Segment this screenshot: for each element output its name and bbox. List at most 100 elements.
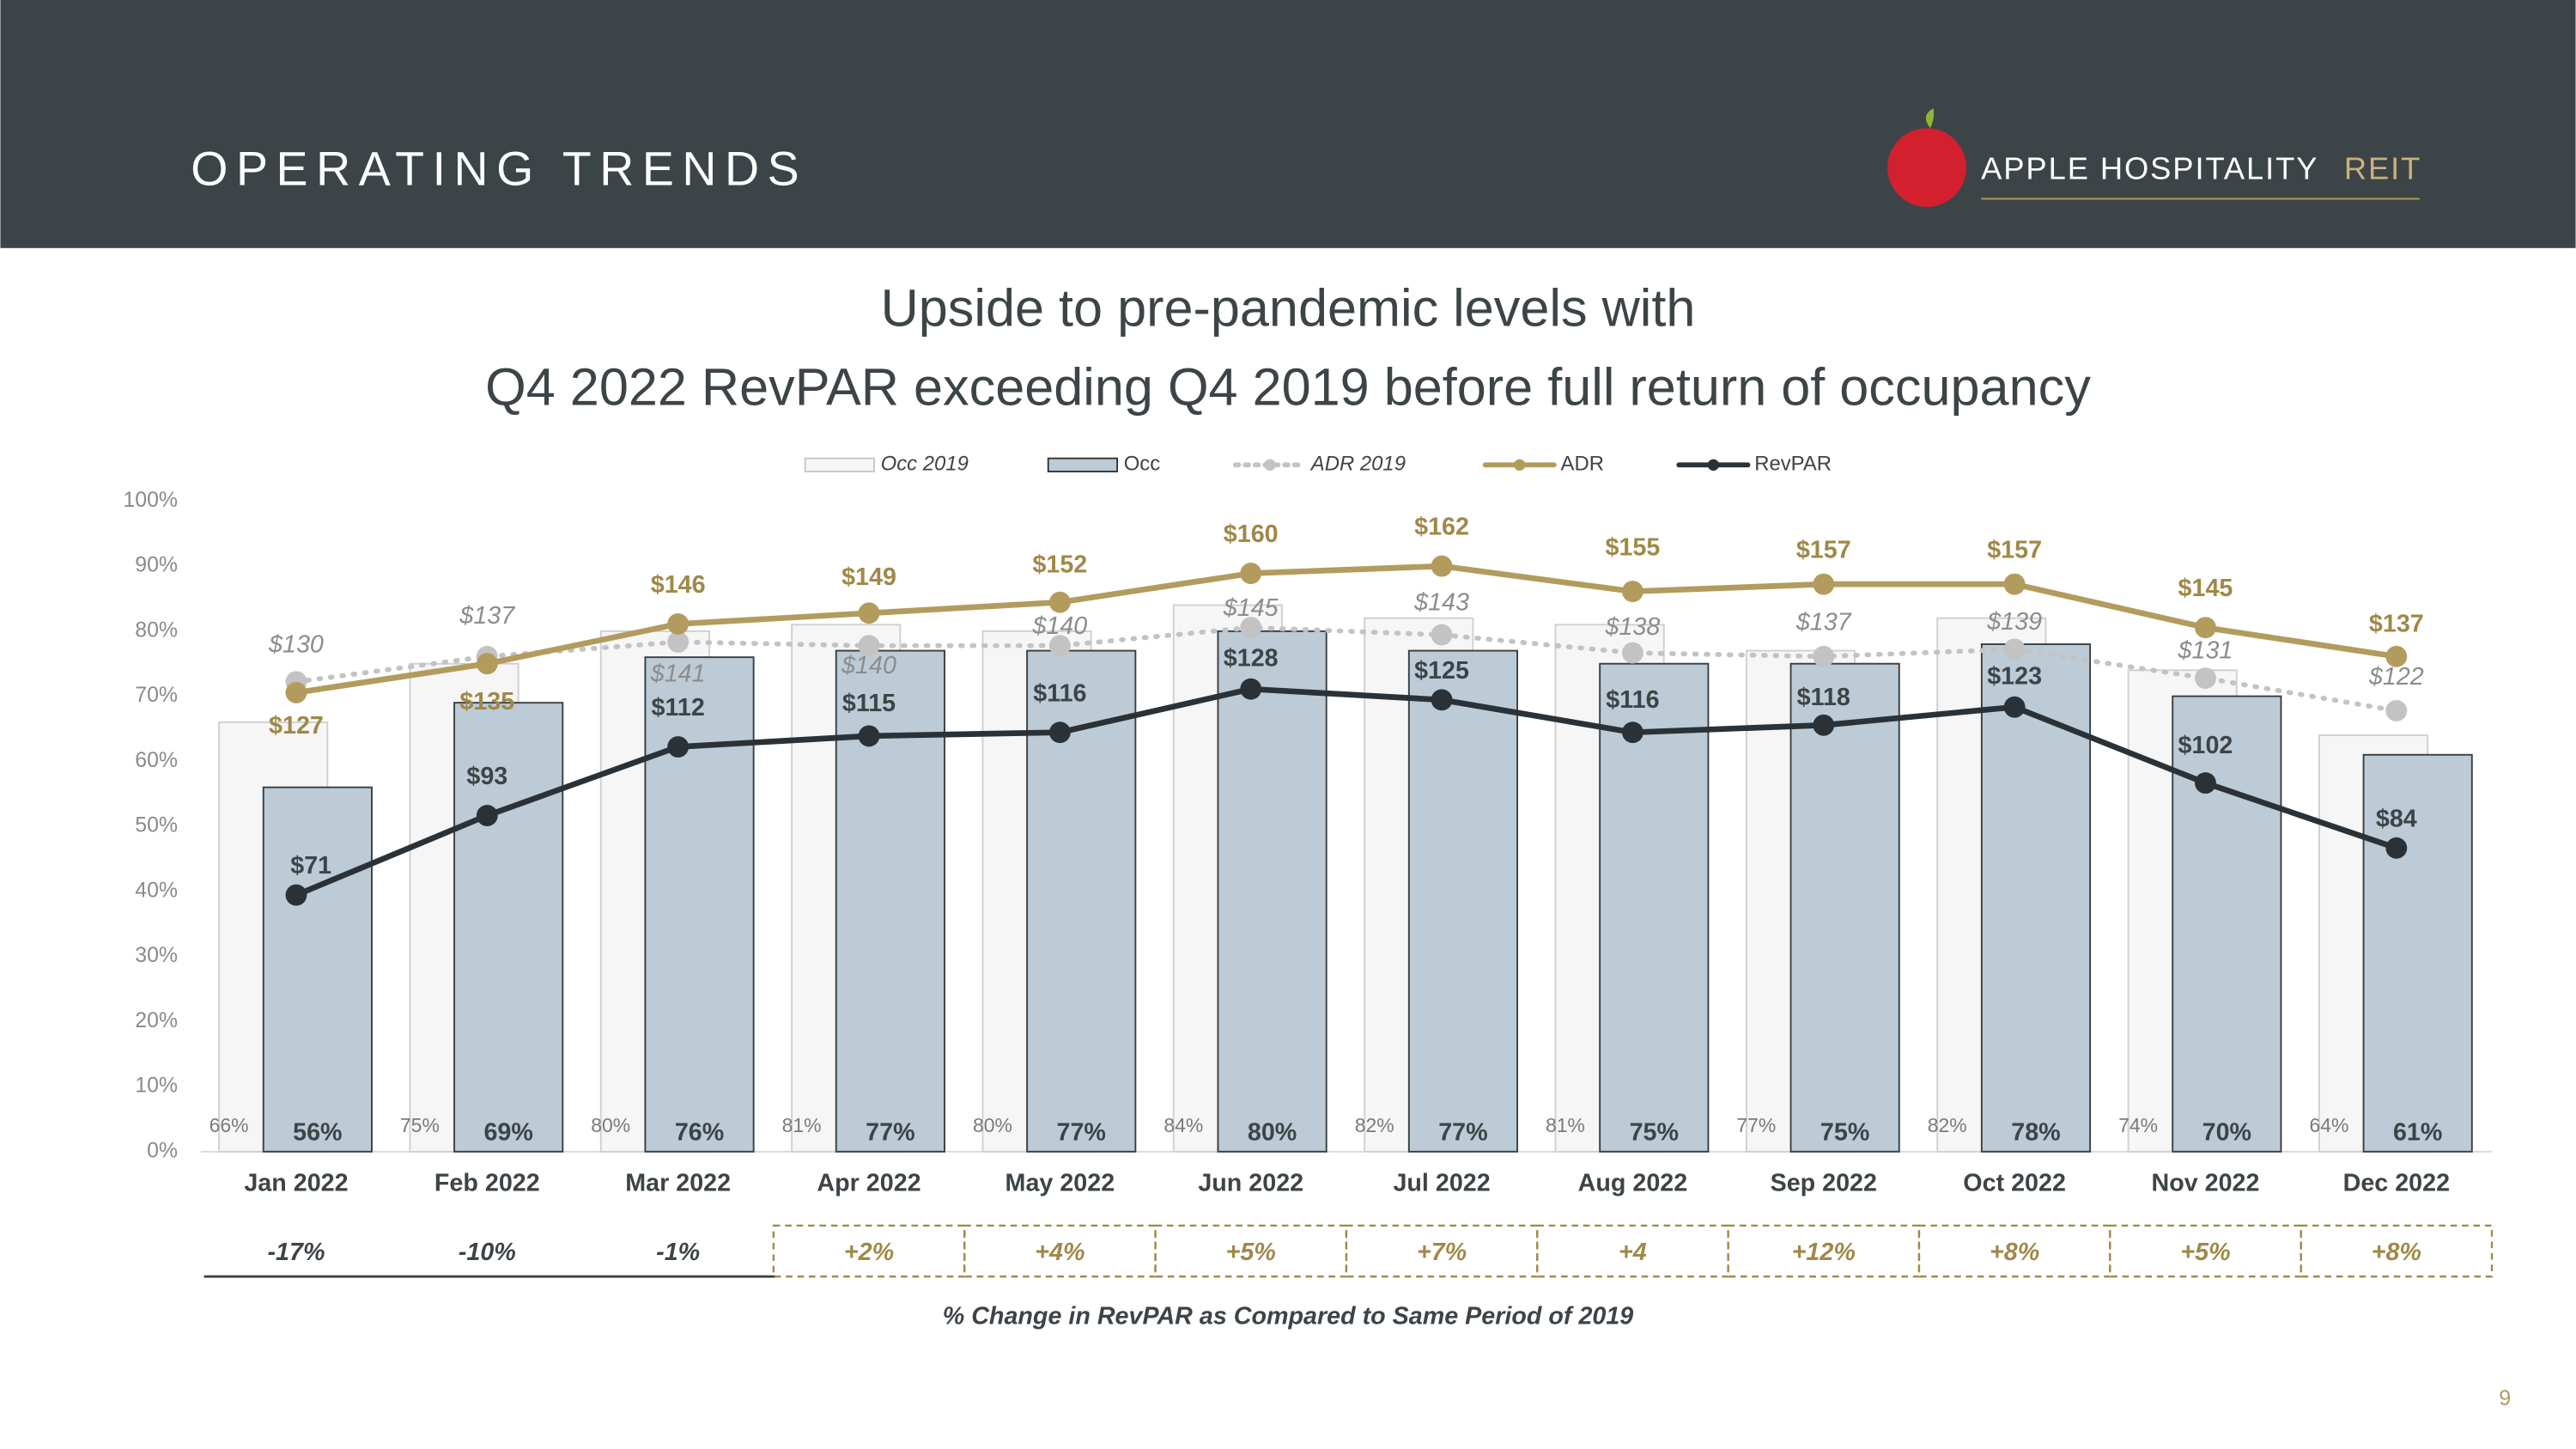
change-box <box>963 1224 1157 1278</box>
series-marker <box>1048 721 1071 744</box>
y-tick-label: 10% <box>135 1074 178 1098</box>
bar-label: 70% <box>2202 1118 2251 1146</box>
page-number: 9 <box>2499 1386 2511 1410</box>
bar-label: 81% <box>1546 1114 1585 1136</box>
bar-label: 81% <box>782 1114 822 1136</box>
change-label: +5% <box>1226 1239 1276 1266</box>
legend-label: ADR <box>1561 453 1604 476</box>
bar <box>262 786 373 1153</box>
change-box <box>2300 1224 2494 1278</box>
line-label: $127 <box>269 712 324 740</box>
series-marker <box>1240 617 1262 639</box>
y-tick-label: 50% <box>135 813 178 837</box>
x-tick-label: Jul 2022 <box>1393 1170 1490 1197</box>
y-tick-label: 40% <box>135 878 178 902</box>
series-marker <box>1621 581 1643 603</box>
series-marker <box>667 736 690 758</box>
x-tick-label: May 2022 <box>1005 1170 1115 1197</box>
series-line <box>293 685 2400 898</box>
change-label: +4% <box>1035 1239 1084 1266</box>
x-tick-label: Dec 2022 <box>2343 1170 2450 1197</box>
bar-label: 77% <box>1736 1114 1776 1136</box>
bar-label: 77% <box>1438 1118 1487 1146</box>
bar-label: 64% <box>2309 1114 2348 1136</box>
series-marker <box>2003 638 2026 661</box>
change-label: +8% <box>2372 1239 2421 1266</box>
bar-label: 77% <box>1057 1118 1106 1146</box>
series-marker <box>1431 555 1453 577</box>
series-marker <box>1621 721 1643 744</box>
series-marker <box>858 725 880 747</box>
bar-label: 80% <box>1248 1118 1297 1146</box>
x-tick-label: Mar 2022 <box>625 1170 731 1197</box>
x-tick-label: Jun 2022 <box>1198 1170 1303 1197</box>
line-label: $140 <box>1031 612 1087 640</box>
line-label: $128 <box>1224 644 1279 672</box>
legend-marker <box>1264 459 1276 471</box>
line-label: $137 <box>2369 611 2424 638</box>
bar-label: 75% <box>1820 1118 1869 1146</box>
y-tick-label: 70% <box>135 683 178 707</box>
series-marker <box>476 805 498 826</box>
change-box <box>1536 1224 1729 1278</box>
y-tick-label: 100% <box>123 488 178 512</box>
x-tick-label: Oct 2022 <box>1963 1170 2066 1197</box>
change-label: -17% <box>267 1239 325 1266</box>
change-label: +5% <box>2180 1239 2230 1266</box>
header-title: OPERATING TRENDS <box>191 142 807 195</box>
bar-label: 80% <box>973 1114 1012 1136</box>
y-tick-label: 80% <box>135 618 178 642</box>
bar-label: 77% <box>866 1118 914 1146</box>
series-marker <box>1431 624 1453 646</box>
bar-label: 84% <box>1163 1114 1203 1136</box>
legend-label: RevPAR <box>1754 453 1832 476</box>
change-label: +7% <box>1417 1239 1467 1266</box>
series-marker <box>1813 573 1835 595</box>
bar-label: 74% <box>2118 1114 2158 1136</box>
line-label: $125 <box>1414 657 1469 685</box>
bar-label: 69% <box>483 1118 532 1146</box>
line-label: $115 <box>842 690 896 717</box>
line-label: $93 <box>466 763 507 790</box>
series-marker <box>2195 617 2216 639</box>
line-label: $162 <box>1414 514 1469 541</box>
line-label: $143 <box>1413 588 1469 616</box>
line-label: $152 <box>1032 551 1087 579</box>
y-tick-label: 60% <box>135 748 178 772</box>
line-label: $116 <box>1606 686 1659 714</box>
series-marker <box>1813 714 1835 736</box>
logo-leaf <box>1925 108 1935 129</box>
series-marker <box>2385 837 2408 859</box>
series-marker <box>476 653 498 675</box>
line-label: $112 <box>652 694 705 721</box>
change-box <box>1345 1224 1539 1278</box>
line-label: $145 <box>2178 575 2233 602</box>
change-box <box>772 1224 966 1278</box>
x-tick-label: Feb 2022 <box>434 1170 540 1197</box>
line-label: $157 <box>1796 536 1851 563</box>
series-marker <box>1048 591 1071 613</box>
bar-label: 78% <box>2011 1118 2060 1146</box>
change-box <box>1154 1224 1348 1278</box>
line-label: $145 <box>1223 594 1279 622</box>
series-marker <box>667 631 690 653</box>
change-box <box>1727 1224 1921 1278</box>
line-label: $160 <box>1224 521 1279 548</box>
bar-label: 82% <box>1928 1114 1967 1136</box>
bar <box>1599 662 1710 1153</box>
bar <box>835 649 945 1153</box>
bar-label: 66% <box>210 1114 249 1136</box>
line-label: $155 <box>1606 533 1661 561</box>
bar-label: 80% <box>591 1114 630 1136</box>
bar <box>2362 753 2473 1153</box>
header-bar <box>0 0 2576 248</box>
line-label: $122 <box>2368 663 2424 691</box>
y-tick-label: 30% <box>135 943 178 967</box>
line-label: $130 <box>268 630 324 658</box>
series-marker <box>1240 563 1262 584</box>
bar <box>1217 630 1327 1153</box>
series-line <box>293 563 2400 696</box>
change-label: -10% <box>459 1239 516 1266</box>
logo-suffix: REIT <box>2344 151 2421 186</box>
